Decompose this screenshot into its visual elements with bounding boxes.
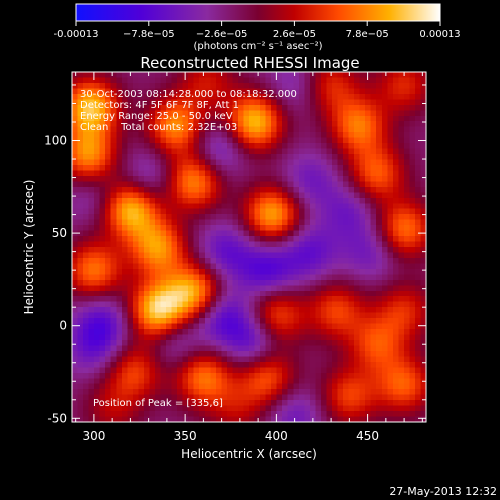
y-tick-label: -50 <box>47 411 67 425</box>
axis-ticks: 300 350 400 450 -50 0 50 100 <box>44 72 426 443</box>
colorbar: -0.00013 −7.8e−05 −2.6e−05 2.6e−05 7.8e−05 0.… <box>54 3 461 52</box>
x-tick-label: 400 <box>265 429 288 443</box>
plot-frame <box>71 71 427 423</box>
colorbar-tick-label: 2.6e−05 <box>273 29 316 40</box>
y-tick-label: 50 <box>52 226 67 240</box>
y-tick-label: 0 <box>59 319 67 333</box>
colorbar-tick-label: −7.8e−05 <box>123 29 175 40</box>
colorbar-gradient <box>75 3 441 22</box>
colorbar-tick-label: −2.6e−05 <box>196 29 248 40</box>
x-tick-label: 450 <box>356 429 379 443</box>
x-tick-label: 300 <box>82 429 105 443</box>
colorbar-tick-label: -0.00013 <box>54 29 99 40</box>
y-tick-label: 100 <box>44 134 67 148</box>
annotation-detectors: Detectors: 4F 5F 6F 7F 8F, Att 1 <box>80 100 239 111</box>
annotation-time: 30-Oct-2003 08:14:28.000 to 08:18:32.000 <box>80 89 297 100</box>
x-axis-label: Heliocentric X (arcsec) <box>181 447 317 461</box>
colorbar-tick-label: 0.00013 <box>419 29 460 40</box>
colorbar-tick-label: 7.8e−05 <box>346 29 389 40</box>
x-tick-label: 350 <box>174 429 197 443</box>
chart-title: Reconstructed RHESSI Image <box>140 54 359 72</box>
footer-timestamp: 27-May-2013 12:32 <box>389 485 497 498</box>
colorbar-units: (photons cm⁻² s⁻¹ asec⁻²) <box>193 41 322 52</box>
annotation-block: 30-Oct-2003 08:14:28.000 to 08:18:32.000… <box>80 89 297 409</box>
annotation-clean: Clean Total counts: 2.32E+03 <box>80 122 237 133</box>
y-axis-label: Heliocentric Y (arcsec) <box>22 180 36 315</box>
colorbar-ticks: -0.00013 −7.8e−05 −2.6e−05 2.6e−05 7.8e−05 0.… <box>54 21 461 40</box>
annotation-peak: Position of Peak = [335,6] <box>93 398 223 409</box>
heatmap-image <box>72 72 426 422</box>
annotation-energy: Energy Range: 25.0 - 50.0 keV <box>80 111 233 122</box>
